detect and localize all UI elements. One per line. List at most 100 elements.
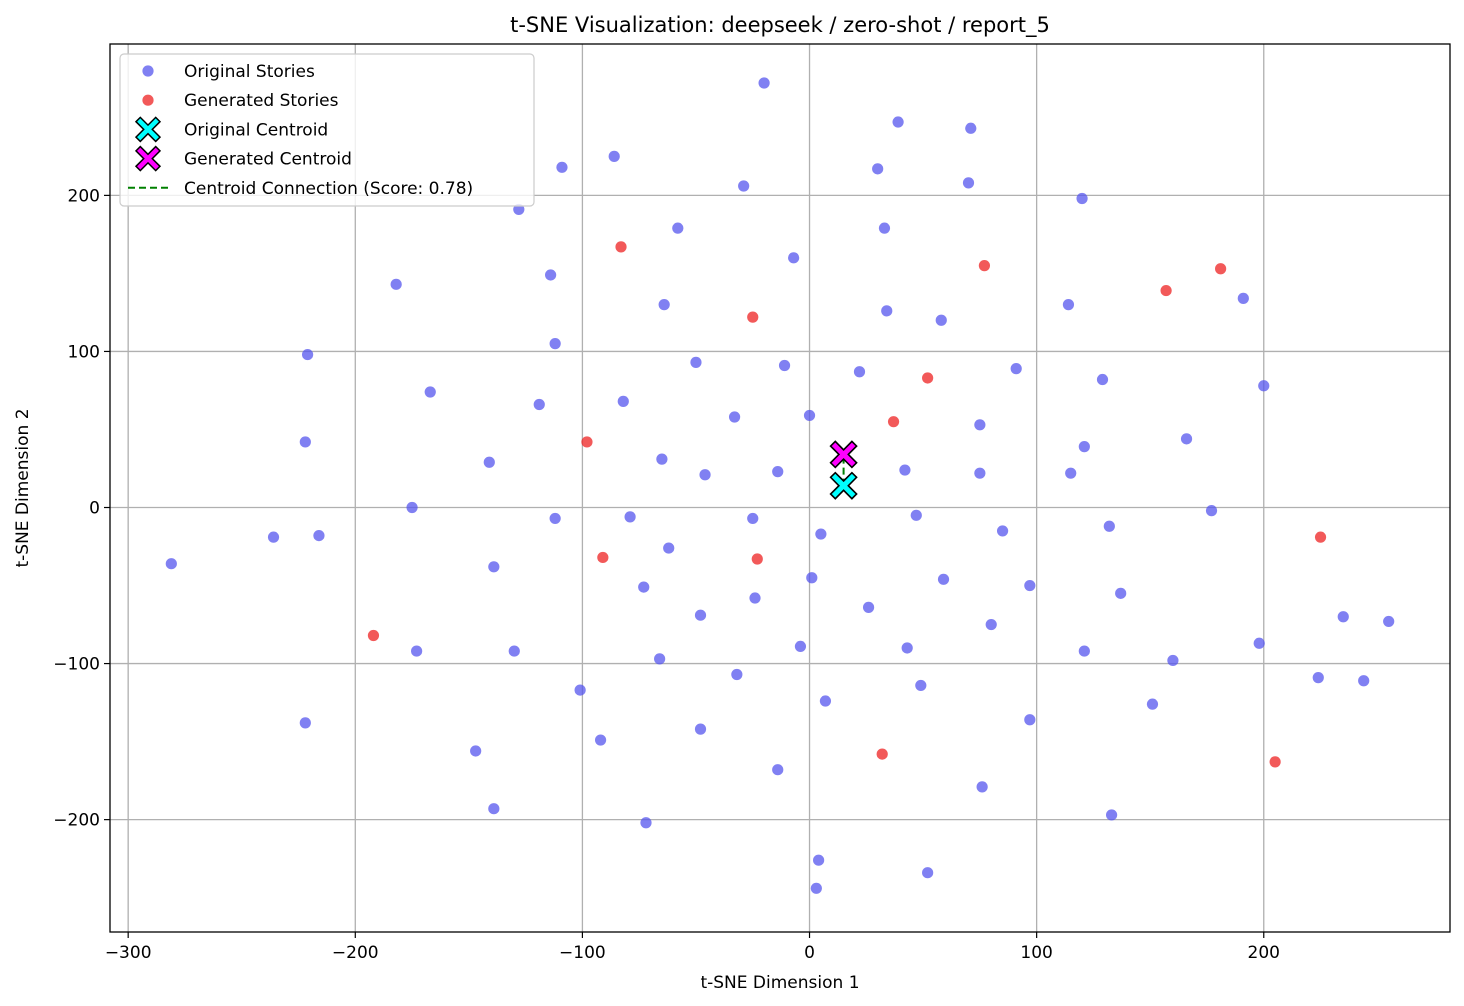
legend-label: Centroid Connection (Score: 0.78) <box>184 179 473 199</box>
original-story-point <box>1146 698 1159 710</box>
original-story-point <box>594 734 607 746</box>
original-story-point <box>1358 675 1370 687</box>
generated-story-point <box>978 260 991 272</box>
original-story-point <box>513 203 525 216</box>
y-tick-label: 200 <box>68 186 100 206</box>
original-story-point <box>574 684 586 696</box>
generated-story-point <box>1269 756 1281 768</box>
original-story-point <box>663 542 675 554</box>
original-story-point <box>1024 714 1036 726</box>
original-story-point <box>638 581 650 593</box>
generated-story-point <box>876 748 888 760</box>
original-story-point <box>806 572 818 584</box>
original-story-point <box>937 573 950 585</box>
original-story-point <box>390 278 402 290</box>
original-story-point <box>738 180 750 192</box>
original-story-point <box>299 717 311 729</box>
legend-marker <box>134 145 162 172</box>
x-axis-ticks: −300 −200 −100 0 100 200 <box>105 932 1280 963</box>
original-story-point <box>470 745 482 757</box>
original-story-point <box>974 419 986 431</box>
original-story-point <box>533 398 545 411</box>
original-story-point <box>962 177 975 189</box>
original-story-point <box>935 314 947 326</box>
original-story-point <box>758 77 770 89</box>
original-story-point <box>976 781 988 793</box>
original-story-point <box>656 453 668 465</box>
original-story-point <box>313 529 325 542</box>
y-tick-label: −100 <box>53 655 100 675</box>
original-story-point <box>411 645 423 657</box>
original-story-point <box>1078 645 1090 657</box>
original-story-point <box>747 512 759 525</box>
original-story-point <box>1076 192 1088 205</box>
original-story-point <box>778 359 791 372</box>
y-axis-label: t-SNE Dimension 2 <box>13 408 33 567</box>
original-story-point <box>815 528 827 540</box>
generated-story-point <box>1314 531 1327 543</box>
original-story-point <box>267 531 280 543</box>
original-story-point <box>424 386 436 398</box>
plot-frame <box>109 43 1451 933</box>
original-story-point <box>1096 373 1109 386</box>
original-story-point <box>549 512 561 525</box>
original-story-point <box>556 161 568 173</box>
x-axis-label: t-SNE Dimension 1 <box>700 973 859 993</box>
original-story-point <box>788 252 800 264</box>
original-story-point <box>694 723 707 735</box>
generated-story-point <box>615 241 627 253</box>
x-tick-label: 0 <box>804 943 815 963</box>
generated-story-point <box>1160 284 1172 297</box>
original-story-point <box>1205 505 1218 517</box>
original-story-point <box>731 668 743 681</box>
original-story-point <box>1383 615 1395 628</box>
original-story-point <box>1065 467 1077 479</box>
generated-story-point <box>1215 263 1227 275</box>
legend-marker <box>142 94 154 106</box>
original-story-point <box>915 679 927 692</box>
original-story-point <box>813 854 825 866</box>
legend-marker <box>134 116 162 143</box>
original-story-point <box>853 366 866 378</box>
x-tick-label: 100 <box>1020 943 1052 963</box>
original-story-point <box>901 642 913 654</box>
original-story-point <box>406 501 418 514</box>
original-story-point <box>1010 363 1022 375</box>
original-story-point <box>1115 587 1127 599</box>
generated-story-point <box>887 416 900 428</box>
original-story-point <box>1103 520 1115 532</box>
original-story-point <box>803 409 816 422</box>
original-story-point <box>881 305 893 317</box>
y-tick-label: −200 <box>53 811 100 831</box>
original-story-point <box>1024 579 1036 592</box>
original-story-point <box>878 222 891 234</box>
legend-label: Original Stories <box>184 62 315 82</box>
original-story-point <box>1253 637 1265 649</box>
centroid-markers <box>829 440 858 500</box>
original-story-point <box>1237 292 1249 304</box>
original-story-point <box>488 561 500 573</box>
original-story-point <box>985 618 997 631</box>
legend: Original Stories Generated Stories Origina… <box>119 53 535 207</box>
generated-story-point <box>367 629 380 642</box>
original-story-point <box>794 640 807 653</box>
y-tick-label: 100 <box>68 342 100 362</box>
legend-label: Generated Centroid <box>184 150 352 170</box>
generated-story-point <box>751 553 763 565</box>
original-story-point <box>772 764 784 776</box>
original-story-point <box>1078 441 1090 453</box>
original-story-point <box>974 467 986 479</box>
y-axis-ticks: −200 −100 0 100 200 <box>53 186 110 831</box>
original-story-point <box>862 601 875 613</box>
generated-story-point <box>922 372 934 384</box>
original-story-point <box>910 509 922 521</box>
original-story-point <box>672 222 684 234</box>
chart-title: t-SNE Visualization: deepseek / zero-sho… <box>510 13 1050 38</box>
original-centroid-marker <box>829 471 858 500</box>
legend-box <box>119 53 535 207</box>
original-story-point <box>545 269 557 281</box>
original-story-point <box>728 411 741 423</box>
original-story-point <box>624 511 636 523</box>
original-story-point <box>694 609 707 621</box>
